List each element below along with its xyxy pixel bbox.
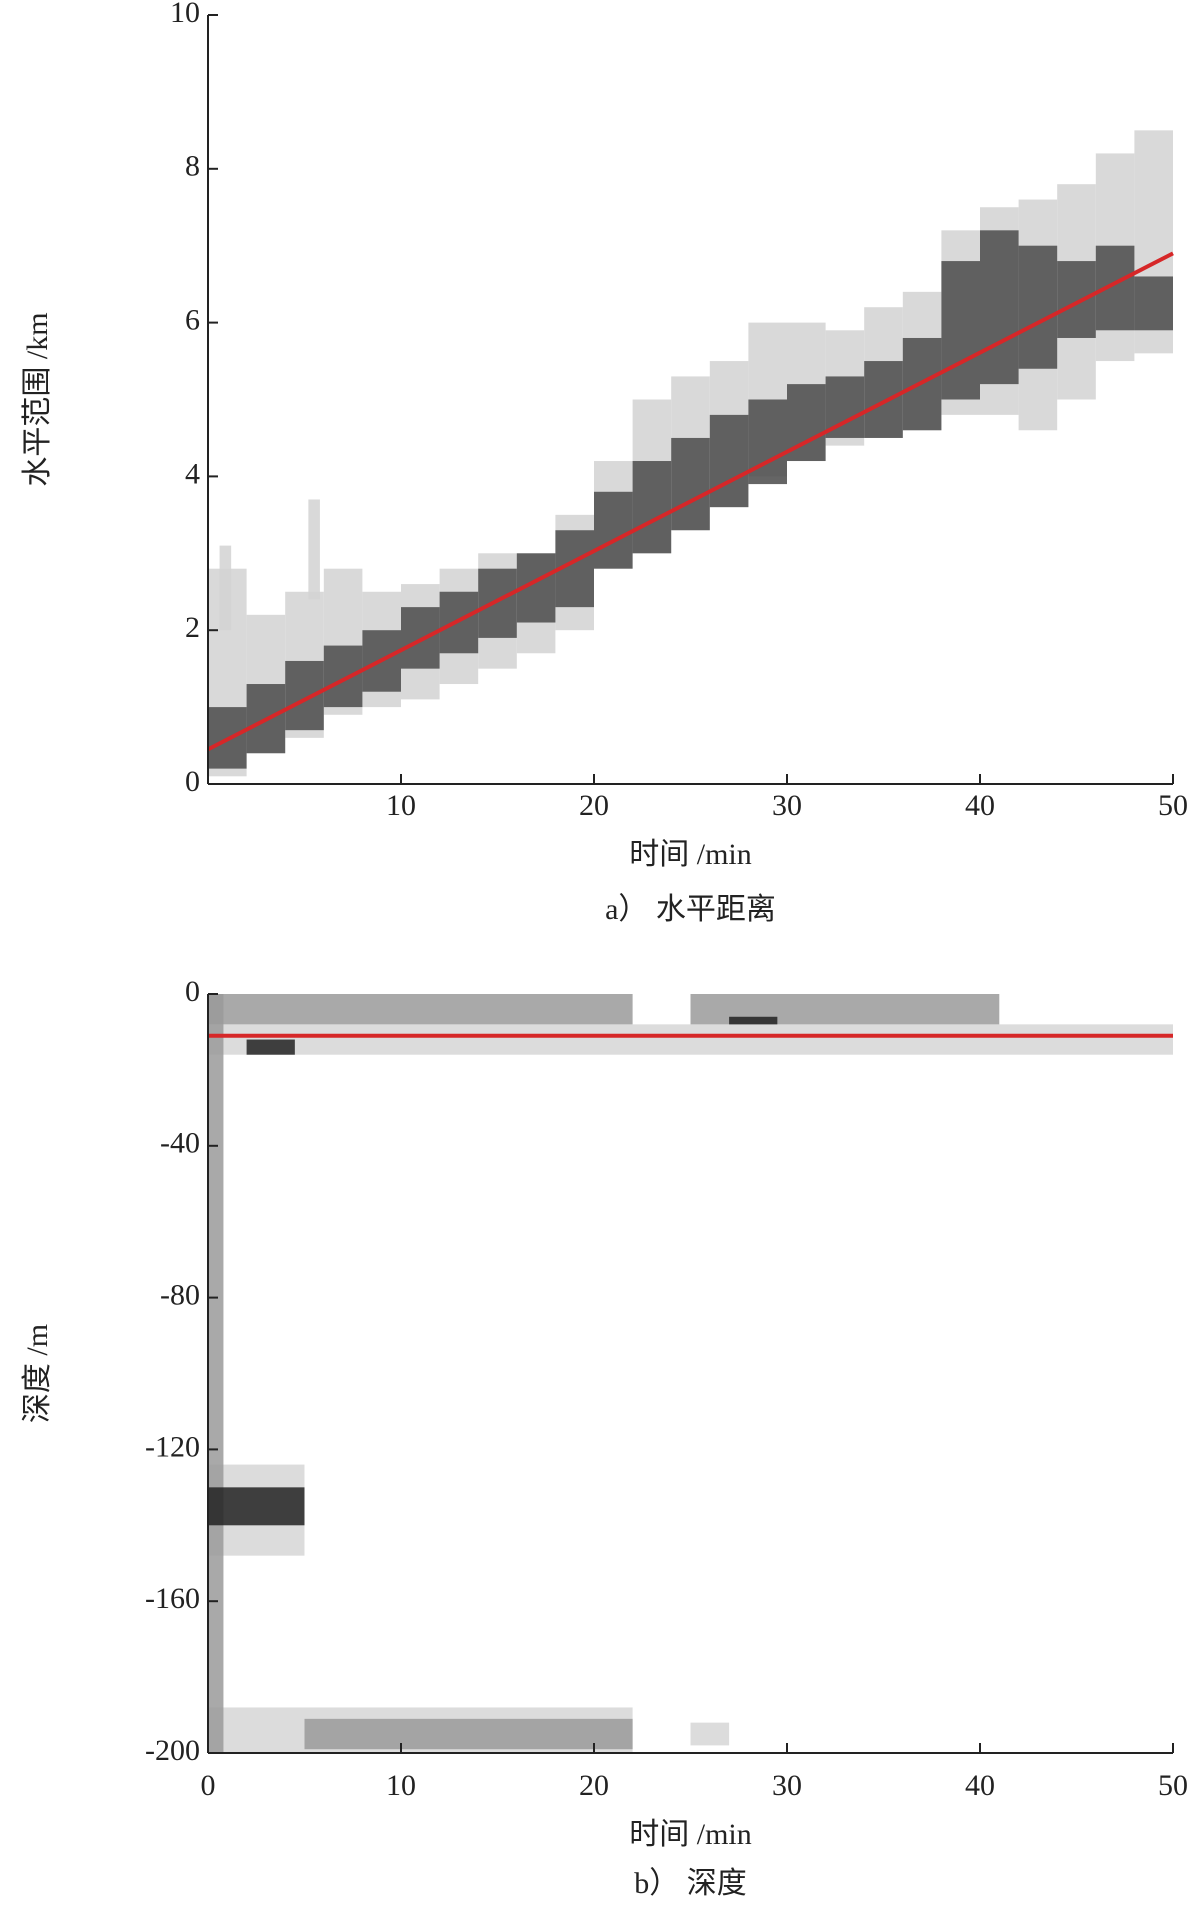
heat-cell: [219, 545, 232, 631]
heat-cell: [478, 568, 517, 638]
x-tick-label: 0: [201, 1769, 216, 1802]
heat-cell: [864, 361, 903, 438]
y-axis-label: 深度 /m: [21, 1324, 54, 1423]
y-tick-label: 10: [170, 0, 200, 29]
heat-cell: [323, 645, 363, 708]
y-tick-label: 4: [185, 457, 200, 490]
heat-cell: [748, 399, 787, 485]
x-tick-label: 40: [965, 789, 995, 822]
y-tick-label: -40: [160, 1127, 200, 1160]
x-axis-label: 时间 /min: [629, 1818, 752, 1851]
y-tick-label: 0: [185, 975, 200, 1008]
heat-cell: [208, 994, 224, 1753]
x-axis-label: 时间 /min: [629, 838, 752, 871]
y-tick-label: -80: [160, 1278, 200, 1311]
y-tick-label: 6: [185, 303, 200, 336]
heat-cell: [401, 607, 440, 669]
y-tick-label: 0: [185, 765, 200, 798]
y-tick-label: -120: [145, 1430, 200, 1463]
heat-cell: [246, 1039, 295, 1055]
heat-cell: [632, 461, 672, 554]
heat-cell: [709, 414, 749, 508]
x-tick-label: 20: [579, 1769, 609, 1802]
caption: a） 水平距离: [605, 893, 776, 926]
heat-cell: [208, 1487, 305, 1526]
y-tick-label: 2: [185, 611, 200, 644]
x-tick-label: 50: [1158, 1769, 1188, 1802]
x-tick-label: 20: [579, 789, 609, 822]
x-tick-label: 30: [772, 789, 802, 822]
fit-line: [207, 251, 1174, 752]
x-tick-label: 10: [386, 789, 416, 822]
y-tick-label: -200: [145, 1734, 200, 1767]
heat-cell: [1057, 261, 1096, 338]
heat-cell: [308, 499, 320, 600]
x-tick-label: 40: [965, 1769, 995, 1802]
heat-cell: [1134, 276, 1173, 331]
y-tick-label: -160: [145, 1582, 200, 1615]
heat-cell: [729, 1016, 778, 1025]
heat-cell: [594, 491, 633, 569]
caption: b） 深度: [634, 1867, 747, 1900]
heat-cell: [671, 437, 710, 531]
x-tick-label: 50: [1158, 789, 1188, 822]
heat-cell: [690, 1722, 730, 1746]
heat-cell: [208, 994, 633, 1025]
heat-cell: [208, 1024, 1173, 1055]
x-tick-label: 10: [386, 1769, 416, 1802]
heat-cell: [304, 1718, 633, 1750]
x-tick-label: 30: [772, 1769, 802, 1802]
y-tick-label: 8: [185, 150, 200, 183]
heat-cell: [285, 660, 324, 731]
heat-cell: [980, 230, 1019, 385]
heat-cell: [941, 261, 980, 400]
heat-cell: [1018, 245, 1058, 369]
y-axis-label: 水平范围 /km: [21, 312, 54, 486]
